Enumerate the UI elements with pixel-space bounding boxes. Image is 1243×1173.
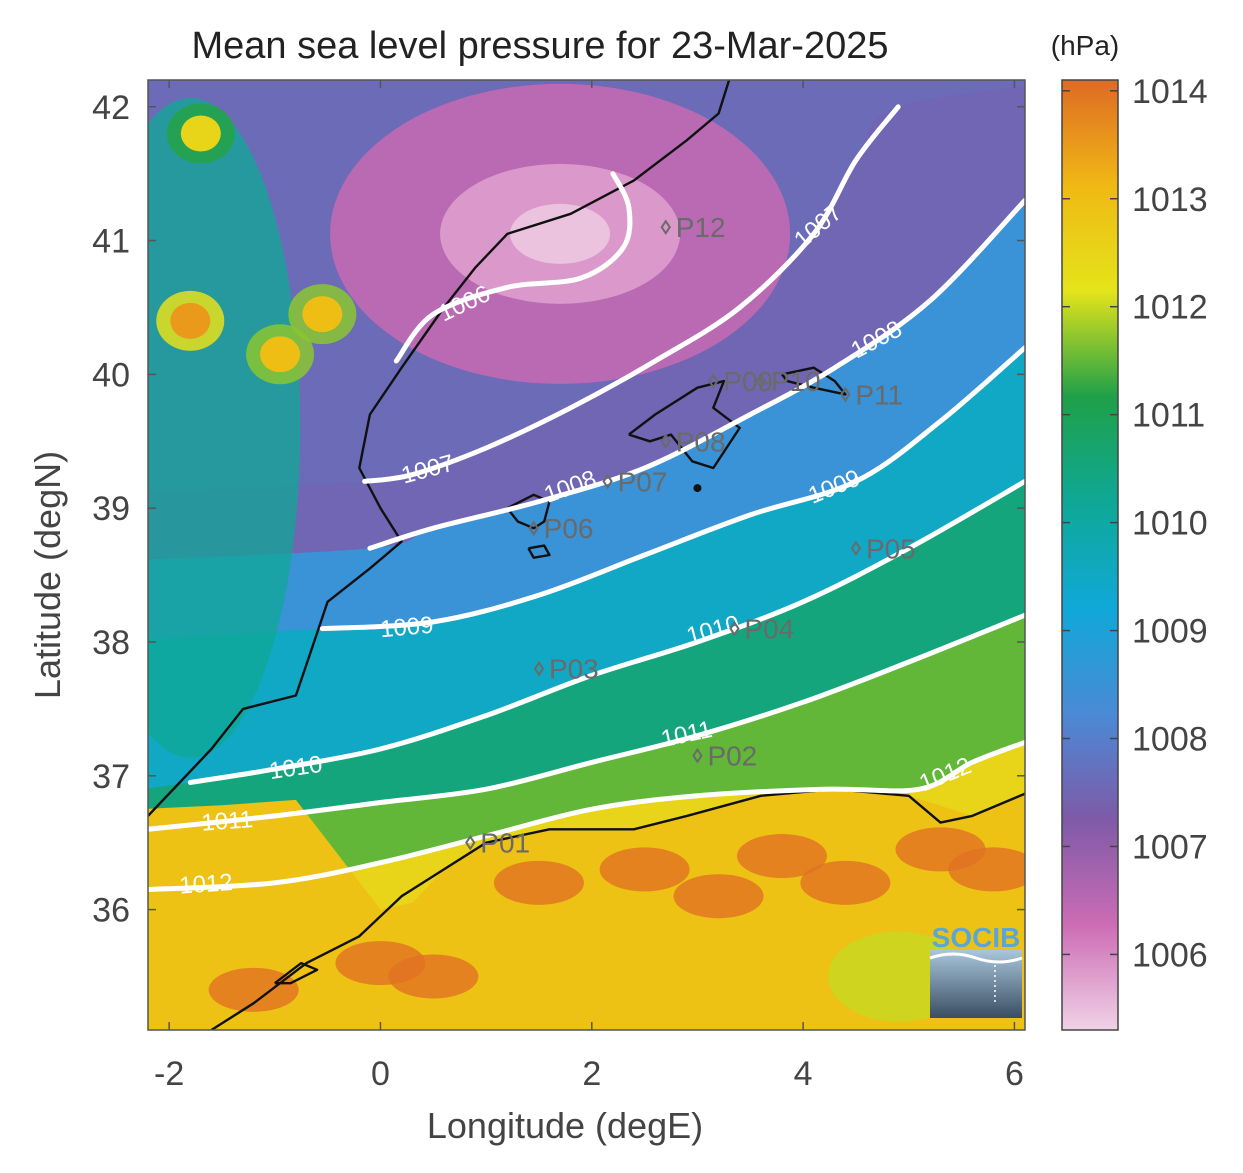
station-label: P10 xyxy=(771,366,821,397)
colorbar-tick-label: 1009 xyxy=(1132,613,1208,651)
y-tick-label: 40 xyxy=(92,356,130,394)
station-label: P05 xyxy=(866,533,916,564)
colorbar-tick-label: 1010 xyxy=(1132,505,1208,543)
isobar-label: 1011 xyxy=(200,806,253,837)
isobar-1012 xyxy=(148,739,1025,892)
station-marker xyxy=(465,834,476,851)
y-tick-label: 36 xyxy=(92,892,130,930)
y-tick-label: 41 xyxy=(92,223,130,261)
isobar-label: 1012 xyxy=(178,869,233,900)
y-axis-label: Latitude (degN) xyxy=(27,451,68,699)
station-label: P04 xyxy=(744,614,794,645)
high-hotspot xyxy=(170,302,211,339)
terrain-high-patch xyxy=(800,860,891,905)
colorbar: (hPa) 1006100710081009101010111012101310… xyxy=(1051,30,1208,1031)
isobar-contours xyxy=(148,104,1025,892)
colorbar-tick-label: 1011 xyxy=(1132,397,1205,435)
terrain-high-patch xyxy=(208,967,299,1012)
isobar-label: 1009 xyxy=(379,612,435,644)
ibiza-coastline xyxy=(506,493,551,530)
y-tick-label: 39 xyxy=(92,490,130,528)
station-label: P07 xyxy=(618,466,668,497)
station-marker xyxy=(755,373,767,389)
cabrera-island xyxy=(693,484,702,493)
isobar-1011 xyxy=(148,612,1025,832)
station-marker xyxy=(660,219,671,235)
menorca-coastline xyxy=(781,366,847,396)
formentera-coastline xyxy=(527,544,551,559)
y-tick-label: 38 xyxy=(92,624,130,662)
station-label: P02 xyxy=(707,741,757,772)
station-label: P12 xyxy=(676,212,726,243)
isobar-1008 xyxy=(367,197,1025,551)
station-marker xyxy=(660,433,671,450)
station-marker xyxy=(840,386,851,403)
x-axis-ticks: -2 0 2 4 6 xyxy=(154,80,1024,1093)
islet-coastline xyxy=(274,961,319,985)
isobar-1006 xyxy=(393,171,633,364)
map-area: 1006100710071008100810091009101010101011… xyxy=(148,80,1025,1030)
colorbar-ticks: 1006 1007 1008 1009 1010 1011 1012 1013 1014 xyxy=(1062,73,1208,974)
isobar-1010 xyxy=(187,478,1025,785)
x-tick-label: 2 xyxy=(582,1055,601,1093)
y-axis-ticks: 36 37 38 39 40 41 42 xyxy=(92,89,1025,930)
x-tick-label: 4 xyxy=(794,1055,813,1093)
x-axis-label: Longitude (degE) xyxy=(427,1105,703,1146)
station-marker xyxy=(692,747,703,764)
x-tick-label: 0 xyxy=(371,1055,390,1093)
africa-coastline xyxy=(210,788,1025,1030)
socib-logo: SOCIB xyxy=(929,922,1023,1018)
socib-logo-text: SOCIB xyxy=(932,922,1021,953)
colorbar-unit: (hPa) xyxy=(1051,30,1119,61)
station-marker xyxy=(528,520,539,537)
terrain-high-patch xyxy=(948,847,1025,892)
terrain-high-patch xyxy=(736,834,827,879)
inland-field xyxy=(148,97,301,758)
colorbar-tick-label: 1007 xyxy=(1132,828,1208,866)
terrain-high-patch xyxy=(335,941,426,986)
station-label: P03 xyxy=(549,654,599,685)
low-pressure-centre xyxy=(510,203,611,264)
terrain-high-patch xyxy=(599,847,690,892)
colorbar-tick-label: 1006 xyxy=(1132,936,1208,974)
colorbar-tick-label: 1013 xyxy=(1132,181,1208,219)
station-label: P01 xyxy=(480,828,530,859)
y-tick-label: 37 xyxy=(92,758,130,796)
colorbar-tick-label: 1014 xyxy=(1132,73,1208,111)
y-tick-label: 42 xyxy=(92,89,130,127)
terrain-high-patch xyxy=(673,874,764,919)
colorbar-tick-label: 1008 xyxy=(1132,721,1208,759)
station-label: P06 xyxy=(544,513,594,544)
station-marker xyxy=(850,540,862,557)
isobar-1009 xyxy=(319,345,1025,632)
station-label: P08 xyxy=(676,426,726,457)
socib-logo-wave xyxy=(929,952,1023,964)
isobar-1007 xyxy=(362,104,901,484)
high-hotspot xyxy=(180,115,221,152)
colorbar-tick-label: 1012 xyxy=(1132,289,1208,327)
x-tick-label: 6 xyxy=(1005,1055,1024,1093)
station-marker xyxy=(602,473,613,490)
station-marker xyxy=(708,373,719,389)
station-label: P11 xyxy=(855,379,903,410)
station-marker xyxy=(729,620,740,637)
chart-title: Mean sea level pressure for 23-Mar-2025 xyxy=(191,25,888,67)
x-tick-label: -2 xyxy=(154,1055,184,1093)
spain-coastline xyxy=(148,80,731,817)
high-hotspot xyxy=(302,296,343,333)
colorbar-bar xyxy=(1061,79,1119,1031)
high-hotspot xyxy=(260,336,301,373)
pressure-field-features xyxy=(148,83,1025,1030)
terrain-high-patch xyxy=(493,860,584,905)
station-marker xyxy=(533,660,545,677)
map-frame xyxy=(147,79,1026,1031)
